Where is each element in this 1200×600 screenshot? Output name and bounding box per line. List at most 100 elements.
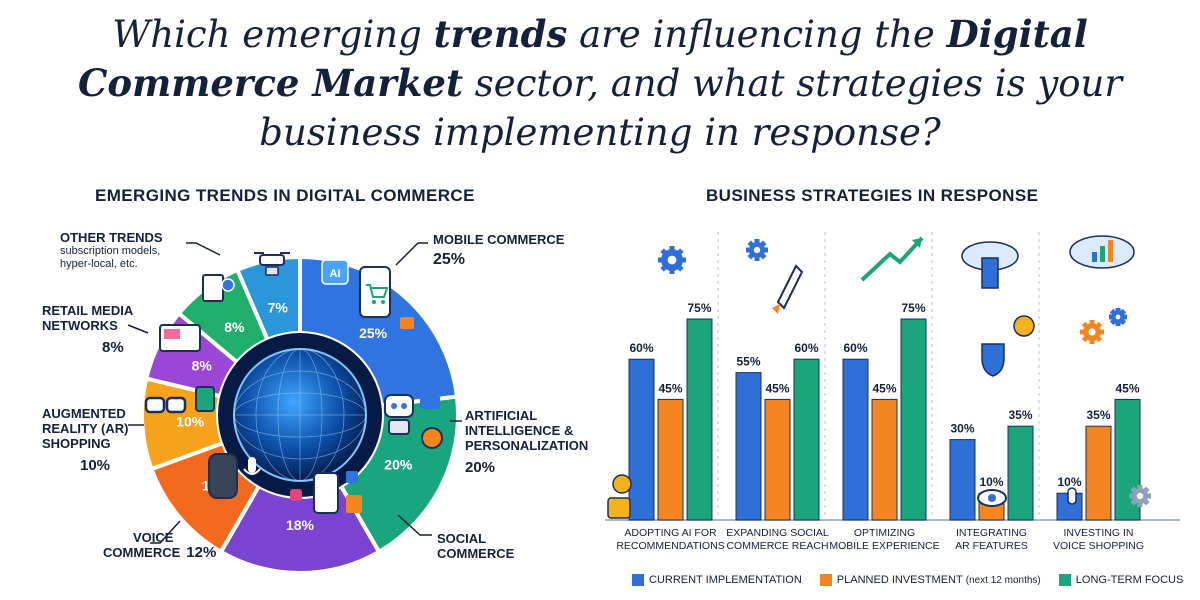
category-label: AR FEATURES xyxy=(955,540,1028,552)
smart-speaker-icon xyxy=(208,453,261,499)
bar xyxy=(657,398,684,521)
callout-label: OTHER TRENDS xyxy=(60,230,163,245)
callout-percent: 20% xyxy=(465,459,496,476)
legend-planned-note: (next 12 months) xyxy=(965,574,1041,586)
callout-label-line3: SHOPPING xyxy=(42,436,111,451)
leader-mobile xyxy=(395,242,428,266)
bar xyxy=(793,358,820,521)
callout-label: MOBILE COMMERCE xyxy=(433,232,565,247)
callout-label-line2: COMMERCE xyxy=(437,546,515,561)
callout-label-line2: NETWORKS xyxy=(42,318,118,333)
legend-swatch-longterm xyxy=(1058,574,1071,586)
document-icon xyxy=(202,274,235,302)
callout-sub-line1: subscription models, xyxy=(60,245,161,257)
bar xyxy=(949,439,976,521)
callout-label-line1: RETAIL MEDIA xyxy=(42,303,134,318)
robot-icon xyxy=(384,394,443,449)
trend-arrow-icon xyxy=(860,236,924,282)
slice-label: 8% xyxy=(192,358,213,374)
callout-label-line1: AUGMENTED xyxy=(42,406,126,421)
svg-text:AI: AI xyxy=(330,268,341,280)
globe-grid xyxy=(233,348,367,482)
callout-social-commerce: SOCIAL COMMERCE xyxy=(437,531,514,561)
legend-planned: PLANNED INVESTMENT xyxy=(836,574,963,586)
category-label: INTEGRATING xyxy=(956,527,1027,539)
donut-chart: 25% 20% 18% 12% 10% 8% 8% 7% AI xyxy=(127,242,462,575)
shield-icon xyxy=(981,343,1005,377)
bar-value-label: 75% xyxy=(901,301,925,315)
slice-label: 18% xyxy=(286,517,315,533)
legend-current: CURRENT IMPLEMENTATION xyxy=(649,574,802,586)
category-label: COMMERCE REACH xyxy=(726,540,828,552)
eye-icon xyxy=(977,489,1007,507)
legend-swatch-planned xyxy=(819,574,832,586)
ads-screen-icon xyxy=(159,324,201,352)
bar-chart-title: BUSINESS STRATEGIES IN RESPONSE xyxy=(706,186,1039,205)
callout-retail-media: RETAIL MEDIA NETWORKS 8% xyxy=(42,303,133,356)
bar xyxy=(842,358,869,521)
bar xyxy=(628,358,655,521)
bar xyxy=(1085,425,1112,521)
bar-value-label: 55% xyxy=(736,355,760,369)
coin-stack-icon xyxy=(607,474,632,519)
gear-icon xyxy=(1109,308,1127,326)
phone-cart-icon xyxy=(359,266,414,329)
callout-percent: 25% xyxy=(433,251,466,268)
leader-social xyxy=(397,514,432,536)
leader-voice xyxy=(150,520,181,544)
category-label: RECOMMENDATIONS xyxy=(616,540,724,552)
category-label: INVESTING IN xyxy=(1063,527,1133,539)
bar xyxy=(1007,425,1034,521)
category-label: ADOPTING AI FOR xyxy=(624,527,717,539)
bar-value-label: 45% xyxy=(1115,381,1139,395)
drone-icon xyxy=(254,252,290,276)
category-label: VOICE SHOPPING xyxy=(1053,540,1144,552)
donut-slice xyxy=(234,254,302,343)
slice-label: 20% xyxy=(384,456,413,472)
bar xyxy=(735,372,762,521)
callout-mobile-commerce: MOBILE COMMERCE 25% xyxy=(433,232,564,269)
legend-swatch-current xyxy=(632,574,644,586)
bar-value-label: 60% xyxy=(843,341,867,355)
slice-label: 25% xyxy=(359,325,388,341)
category-label: OPTIMIZING xyxy=(854,527,915,539)
callout-label-line1: VOICE xyxy=(133,530,174,545)
callout-label-line2: REALITY (AR) xyxy=(42,421,129,436)
callout-ai-personalization: ARTIFICIAL INTELLIGENCE & PERSONALIZATIO… xyxy=(465,408,588,476)
bar-value-label: 10% xyxy=(1057,475,1081,489)
category-label: EXPANDING SOCIAL xyxy=(726,527,829,539)
callout-percent: 8% xyxy=(102,339,124,356)
bar-value-label: 35% xyxy=(1008,408,1032,422)
ai-chip-icon: AI xyxy=(321,259,349,285)
donut-chart-title: EMERGING TRENDS IN DIGITAL COMMERCE xyxy=(95,186,475,205)
microphone-icon xyxy=(1067,487,1077,505)
leader-retail xyxy=(127,324,149,334)
callout-voice-commerce: VOICE COMMERCE 12% xyxy=(103,530,216,560)
rocket-icon xyxy=(772,264,804,314)
callout-other-trends: OTHER TRENDS subscription models, hyper-… xyxy=(60,230,163,271)
bar-value-label: 35% xyxy=(1086,408,1110,422)
bar-value-label: 60% xyxy=(794,341,818,355)
legend: CURRENT IMPLEMENTATION PLANNED INVESTMEN… xyxy=(632,574,1183,586)
bar xyxy=(900,318,927,521)
bar xyxy=(686,318,713,521)
ar-glasses-icon xyxy=(144,386,215,414)
gear-icon xyxy=(658,246,686,274)
gear-icon xyxy=(1129,485,1151,507)
cloud-building-icon xyxy=(961,241,1035,337)
bar-value-label: 60% xyxy=(629,341,653,355)
bar xyxy=(1114,398,1141,521)
bar xyxy=(764,398,791,521)
callout-ar-shopping: AUGMENTED REALITY (AR) SHOPPING 10% xyxy=(42,406,128,474)
callout-percent: 10% xyxy=(80,457,111,474)
callout-label-line2: INTELLIGENCE & xyxy=(465,423,574,438)
gear-icon xyxy=(746,239,768,261)
slice-label: 10% xyxy=(176,413,205,429)
gear-icon xyxy=(1080,320,1104,344)
bar-value-label: 45% xyxy=(872,381,896,395)
bar-value-label: 45% xyxy=(765,381,789,395)
category-label: MOBILE EXPERIENCE xyxy=(829,540,939,552)
callout-label-line1: ARTIFICIAL xyxy=(465,408,538,423)
legend-longterm: LONG-TERM FOCUS xyxy=(1075,574,1184,586)
bar-value-label: 75% xyxy=(687,301,711,315)
